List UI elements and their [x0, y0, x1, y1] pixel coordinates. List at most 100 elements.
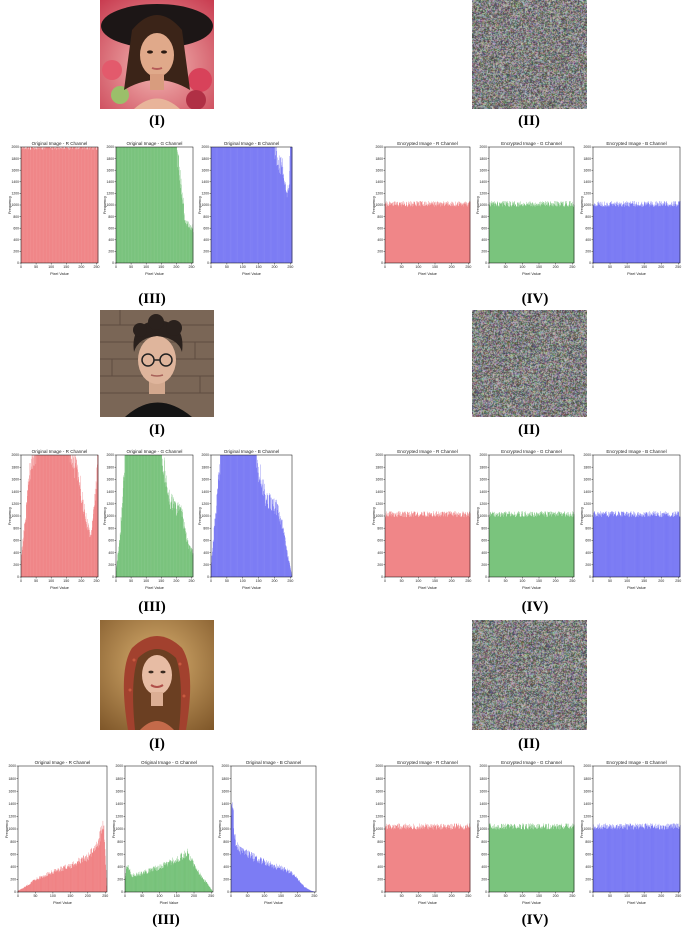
x-axis-label: Pixel Value [145, 586, 164, 590]
y-tick-label: 0 [14, 890, 16, 894]
x-tick-label: 250 [311, 894, 317, 898]
y-tick-label: 200 [117, 878, 123, 882]
y-tick-label: 600 [203, 539, 209, 543]
y-tick-label: 1200 [106, 502, 114, 506]
y-axis-label: Frequency [198, 507, 202, 525]
y-tick-label: 400 [13, 238, 19, 242]
x-tick-label: 150 [67, 894, 73, 898]
y-tick-label: 400 [117, 865, 123, 869]
y-tick-label: 800 [481, 526, 487, 530]
y-tick-label: 2000 [583, 453, 591, 457]
y-tick-label: 400 [203, 238, 209, 242]
y-tick-label: 1800 [375, 777, 383, 781]
y-tick-label: 1000 [115, 827, 123, 831]
bars [489, 200, 575, 263]
bars [211, 147, 293, 263]
y-tick-label: 1000 [106, 514, 114, 518]
y-axis-label: Frequency [198, 196, 202, 214]
label-ii-2: (II) [518, 422, 540, 438]
y-tick-label: 400 [585, 551, 591, 555]
y-tick-label: 400 [203, 551, 209, 555]
y-axis-label: Frequency [8, 507, 12, 525]
chart-row1-original-g: Original Image - G Channel 0 200 400 600 800 1… [103, 139, 196, 276]
x-tick-label: 50 [33, 894, 37, 898]
chart-row2-encrypted-b: Encrypted Image - B Channel 0 200 400 600 800… [580, 447, 683, 590]
x-tick-label: 100 [48, 265, 54, 269]
y-tick-label: 800 [13, 526, 19, 530]
chart-row3-original-b: Original Image - B Channel 0 200 400 600 800 1… [218, 758, 319, 905]
y-tick-label: 200 [377, 563, 383, 567]
chart-title: Encrypted Image - B Channel [606, 449, 666, 454]
label-iii-1: (III) [138, 291, 166, 307]
y-tick-label: 1400 [106, 490, 114, 494]
encrypted-image-2 [472, 310, 587, 417]
y-tick-label: 200 [203, 563, 209, 567]
y-tick-label: 2000 [479, 453, 487, 457]
y-tick-label: 1200 [201, 502, 209, 506]
x-axis-label: Pixel Value [50, 272, 69, 276]
y-tick-label: 1400 [8, 802, 16, 806]
y-tick-label: 1800 [201, 157, 209, 161]
x-tick-label: 100 [143, 579, 149, 583]
x-tick-label: 50 [140, 894, 144, 898]
histogram-svg: Encrypted Image - R Channel 0 200 400 600 800… [372, 760, 471, 905]
y-tick-label: 600 [377, 226, 383, 230]
chart-title: Encrypted Image - R Channel [397, 141, 458, 146]
y-tick-label: 200 [481, 563, 487, 567]
x-tick-label: 250 [569, 579, 575, 583]
label-i-2: (I) [149, 422, 165, 438]
y-tick-label: 400 [13, 551, 19, 555]
chart-title: Encrypted Image - R Channel [397, 760, 458, 765]
label-i-1: (I) [149, 113, 165, 129]
y-tick-label: 1000 [375, 203, 383, 207]
y-tick-label: 1400 [106, 180, 114, 184]
y-tick-label: 600 [13, 539, 19, 543]
x-tick-label: 100 [415, 894, 421, 898]
y-tick-label: 1400 [479, 490, 487, 494]
x-tick-label: 0 [230, 894, 232, 898]
x-tick-label: 200 [295, 894, 301, 898]
y-tick-label: 1200 [375, 192, 383, 196]
x-axis-label: Pixel Value [627, 586, 646, 590]
y-tick-label: 1400 [583, 180, 591, 184]
y-tick-label: 200 [377, 250, 383, 254]
bars [18, 820, 107, 892]
y-tick-label: 2000 [479, 145, 487, 149]
chart-row3-encrypted-r: Encrypted Image - R Channel 0 200 400 600 800… [372, 758, 473, 905]
histogram-svg: Encrypted Image - R Channel 0 200 400 600 800… [372, 449, 471, 590]
y-tick-label: 1800 [115, 777, 123, 781]
chart-row2-encrypted-g: Encrypted Image - G Channel 0 200 400 600 800… [476, 447, 577, 590]
y-tick-label: 600 [481, 226, 487, 230]
x-tick-label: 250 [675, 265, 681, 269]
x-tick-label: 0 [488, 265, 490, 269]
y-tick-label: 1800 [11, 157, 19, 161]
y-tick-label: 0 [112, 261, 114, 265]
y-tick-label: 800 [377, 840, 383, 844]
chart-title: Original Image - G Channel [127, 141, 183, 146]
chart-row2-original-r: Original Image - R Channel 0 200 400 600 800 1… [8, 447, 101, 590]
y-tick-label: 0 [485, 261, 487, 265]
y-tick-label: 600 [108, 539, 114, 543]
bars [21, 455, 99, 577]
x-tick-label: 50 [400, 265, 404, 269]
y-tick-label: 1200 [201, 192, 209, 196]
y-tick-label: 1600 [8, 789, 16, 793]
x-tick-label: 150 [63, 265, 69, 269]
chart-title: Original Image - B Channel [224, 141, 279, 146]
x-tick-label: 200 [449, 894, 455, 898]
x-tick-label: 100 [48, 579, 54, 583]
encrypted-image-3 [472, 620, 587, 730]
chart-title: Original Image - R Channel [35, 760, 91, 765]
label-iv-1: (IV) [521, 291, 549, 307]
y-axis-label: Frequency [580, 507, 584, 525]
chart-title: Encrypted Image - G Channel [501, 760, 562, 765]
x-tick-label: 200 [173, 265, 179, 269]
y-tick-label: 800 [377, 526, 383, 530]
y-tick-label: 1400 [115, 802, 123, 806]
y-tick-label: 600 [108, 226, 114, 230]
x-axis-label: Pixel Value [418, 272, 437, 276]
x-tick-label: 100 [143, 265, 149, 269]
y-tick-label: 1400 [201, 180, 209, 184]
x-tick-label: 50 [246, 894, 250, 898]
y-tick-label: 2000 [106, 145, 114, 149]
